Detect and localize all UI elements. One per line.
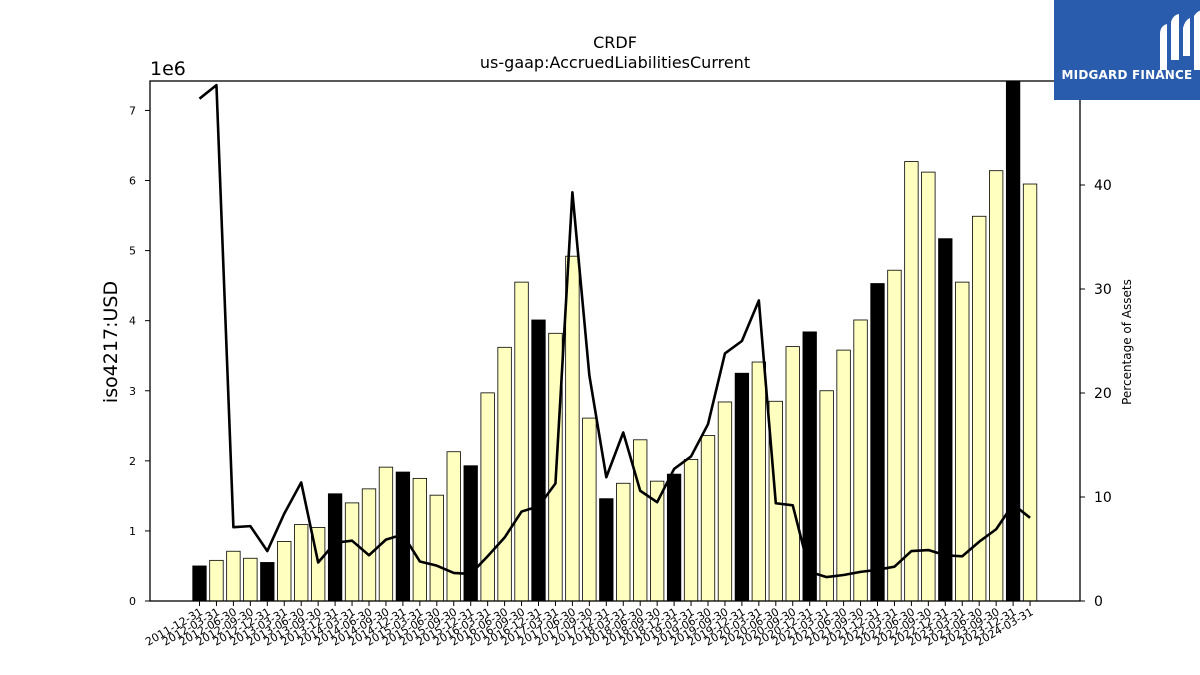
bar-2016-09-30 xyxy=(514,281,529,602)
y-tick-label: 6 xyxy=(129,175,136,188)
y-tick-label: 4 xyxy=(129,315,136,328)
bar-2020-09-30 xyxy=(785,346,800,602)
bar-2024-03-31 xyxy=(1022,183,1038,602)
bar-2022-06-30 xyxy=(904,161,919,602)
bar-2023-09-30 xyxy=(989,170,1004,602)
series-line-percentage-of-assets xyxy=(198,83,1031,579)
bar-2013-06-30 xyxy=(294,524,309,602)
chart-subtitle: us-gaap:AccruedLiabilitiesCurrent xyxy=(480,53,750,72)
bar-2014-06-30 xyxy=(361,488,377,602)
bar-2015-06-30 xyxy=(429,494,444,602)
bar-2017-06-30 xyxy=(565,255,580,602)
y-tick-label: 5 xyxy=(129,245,136,258)
bar-2014-03-31 xyxy=(344,502,360,602)
bar-2014-09-30 xyxy=(378,466,394,602)
y-tick-label: 1 xyxy=(129,525,136,538)
bar-2019-09-30 xyxy=(717,401,733,602)
plot-frame xyxy=(149,80,1081,602)
bar-2012-03-31 xyxy=(209,559,224,602)
bar-2017-12-31 xyxy=(599,498,614,602)
bar-2018-06-30 xyxy=(633,439,648,602)
bar-2018-03-31 xyxy=(616,482,631,602)
bar-2018-12-31 xyxy=(666,473,682,602)
bar-2022-12-31 xyxy=(938,238,953,602)
bar-2019-06-30 xyxy=(700,435,716,602)
bar-2021-12-31 xyxy=(870,283,885,602)
bar-2017-09-30 xyxy=(582,417,597,602)
y-offset-label: 1e6 xyxy=(150,58,186,80)
brand-logo: MIDGARD FINANCE xyxy=(1054,0,1200,100)
bar-2016-03-31 xyxy=(480,392,495,602)
bar-2015-09-30 xyxy=(446,451,461,602)
y-tick-label: 7 xyxy=(129,104,136,117)
bar-2012-12-31 xyxy=(260,562,275,602)
bar-2016-12-31 xyxy=(531,319,546,602)
y2-tick-label: 20 xyxy=(1094,386,1112,402)
y2-tick-label: 0 xyxy=(1094,594,1103,610)
bar-2016-06-30 xyxy=(497,346,512,602)
y2-tick-label: 40 xyxy=(1094,178,1112,194)
bar-2021-03-31 xyxy=(819,390,834,602)
bar-2012-06-30 xyxy=(226,550,241,602)
bar-2015-03-31 xyxy=(412,477,428,602)
bar-2019-12-31 xyxy=(734,372,750,602)
chart-title: CRDF xyxy=(593,33,637,52)
bar-2015-12-31 xyxy=(463,465,478,602)
midgard-m-icon xyxy=(1160,10,1200,70)
y-tick-label: 0 xyxy=(129,595,136,608)
y2-axis-label: Percentage of Assets xyxy=(1120,279,1134,405)
bar-2013-03-31 xyxy=(277,541,292,602)
y-axis-label: iso4217:USD xyxy=(100,281,122,403)
brand-logo-text: MIDGARD FINANCE xyxy=(1061,68,1193,82)
bar-2022-03-31 xyxy=(887,269,902,602)
y-tick-label: 3 xyxy=(129,385,136,398)
bar-2019-03-31 xyxy=(683,459,699,602)
bar-2023-12-31 xyxy=(1005,80,1021,602)
bar-2020-03-31 xyxy=(751,361,766,602)
bar-2021-06-30 xyxy=(836,349,851,602)
y2-tick-label: 10 xyxy=(1094,490,1112,506)
bar-2021-09-30 xyxy=(853,319,868,602)
bar-2012-09-30 xyxy=(243,557,258,602)
bar-2011-12-31 xyxy=(192,565,207,602)
y-tick-label: 2 xyxy=(129,455,136,468)
bar-2020-12-31 xyxy=(802,331,817,602)
bar-2022-09-30 xyxy=(921,171,936,602)
y2-tick-label: 30 xyxy=(1094,282,1112,298)
